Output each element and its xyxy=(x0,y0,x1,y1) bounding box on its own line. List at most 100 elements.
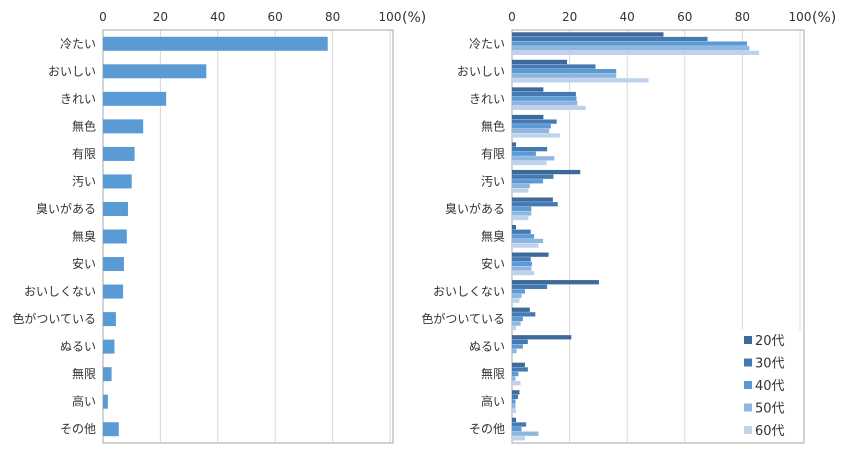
category-label: きれい xyxy=(60,92,96,106)
bar-40代 xyxy=(512,234,535,239)
bar-20代 xyxy=(512,197,553,202)
category-label: 臭いがある xyxy=(36,201,96,216)
bar-40代 xyxy=(512,399,516,404)
x-tick-label: 100 xyxy=(379,10,402,24)
bar-50代 xyxy=(512,156,555,161)
category-label: 色がついている xyxy=(421,311,505,326)
bar-30代 xyxy=(512,394,519,400)
bar-30代 xyxy=(512,202,558,207)
bar-40代 xyxy=(512,41,748,46)
category-label: その他 xyxy=(469,422,505,436)
bar-30代 xyxy=(512,91,576,97)
legend-swatch xyxy=(744,403,752,412)
bar-40代 xyxy=(512,371,519,377)
category-label: ぬるい xyxy=(60,340,96,354)
x-tick-label: 0 xyxy=(508,10,516,24)
bar xyxy=(103,119,144,134)
bar-30代 xyxy=(512,339,528,345)
category-label: 無限 xyxy=(72,366,96,381)
category-label: その他 xyxy=(60,422,96,436)
x-tick-label: 20 xyxy=(562,10,577,24)
bar-50代 xyxy=(512,211,532,216)
legend-label: 30代 xyxy=(755,357,785,372)
x-tick-label: 60 xyxy=(677,10,692,24)
category-label: 高い xyxy=(72,394,96,409)
unit-label: (%) xyxy=(812,10,836,26)
bar xyxy=(103,36,328,51)
category-label: 冷たい xyxy=(60,37,96,51)
category-label: 色がついている xyxy=(12,311,96,326)
bar-20代 xyxy=(512,280,599,285)
category-label: ぬるい xyxy=(469,340,505,354)
bar-60代 xyxy=(512,381,521,386)
category-label: きれい xyxy=(469,92,505,106)
unit-label: (%) xyxy=(402,10,426,26)
bar-20代 xyxy=(512,335,572,340)
bar xyxy=(103,394,108,409)
bar xyxy=(103,422,119,437)
bar-30代 xyxy=(512,64,596,69)
x-tick-label: 40 xyxy=(210,10,225,24)
bar-40代 xyxy=(512,289,525,294)
legend-label: 50代 xyxy=(755,402,785,417)
category-label: 汚い xyxy=(72,174,96,188)
category-label: 無限 xyxy=(481,366,505,381)
bar-40代 xyxy=(512,96,577,101)
category-label: 有限 xyxy=(481,147,505,161)
bar-60代 xyxy=(512,270,535,276)
bar-50代 xyxy=(512,431,539,436)
category-label: 臭いがある xyxy=(445,201,505,216)
x-tick-label: 80 xyxy=(325,10,340,24)
x-tick-label: 20 xyxy=(153,10,168,24)
bar-30代 xyxy=(512,422,527,427)
bar-50代 xyxy=(512,321,521,326)
legend-swatch xyxy=(744,426,752,434)
bar-50代 xyxy=(512,266,532,271)
bar xyxy=(103,257,124,272)
bar-50代 xyxy=(512,128,550,133)
category-label: 無色 xyxy=(481,118,505,133)
bar-50代 xyxy=(512,73,617,78)
bar-20代 xyxy=(512,307,530,312)
bar-60代 xyxy=(512,78,649,83)
bar-20代 xyxy=(512,225,517,230)
bar xyxy=(103,201,128,216)
bar-40代 xyxy=(512,124,551,129)
category-label: おいしくない xyxy=(24,285,96,299)
bar-20代 xyxy=(512,169,581,175)
bar-60代 xyxy=(512,160,547,166)
bar-30代 xyxy=(512,36,708,42)
bar-30代 xyxy=(512,119,557,124)
legend-label: 60代 xyxy=(755,424,785,439)
bar-30代 xyxy=(512,312,536,317)
bar-40代 xyxy=(512,426,522,432)
bar-30代 xyxy=(512,174,554,179)
bar-50代 xyxy=(512,238,544,244)
bar-20代 xyxy=(512,114,544,120)
bar-20代 xyxy=(512,417,517,423)
bar-40代 xyxy=(512,151,536,156)
bar-30代 xyxy=(512,257,531,262)
bar-60代 xyxy=(512,436,525,441)
category-label: おいしくない xyxy=(433,285,505,299)
bar-60代 xyxy=(512,243,539,248)
bar xyxy=(103,339,115,354)
category-label: 安い xyxy=(72,256,96,271)
bar-50代 xyxy=(512,376,516,381)
x-tick-label: 60 xyxy=(268,10,283,24)
category-label: 冷たい xyxy=(469,37,505,51)
bar xyxy=(103,91,167,106)
bar-20代 xyxy=(512,252,549,257)
category-label: 安い xyxy=(481,256,505,271)
category-label: 有限 xyxy=(72,147,96,161)
bar-20代 xyxy=(512,362,525,367)
category-label: 無臭 xyxy=(72,229,96,244)
bar xyxy=(103,312,116,327)
bar-60代 xyxy=(512,50,760,55)
bar-30代 xyxy=(512,367,528,372)
category-label: おいしい xyxy=(48,64,96,78)
bar xyxy=(103,64,207,79)
bar-30代 xyxy=(512,147,548,152)
category-label: 無臭 xyxy=(481,229,505,244)
legend-swatch xyxy=(744,381,752,389)
